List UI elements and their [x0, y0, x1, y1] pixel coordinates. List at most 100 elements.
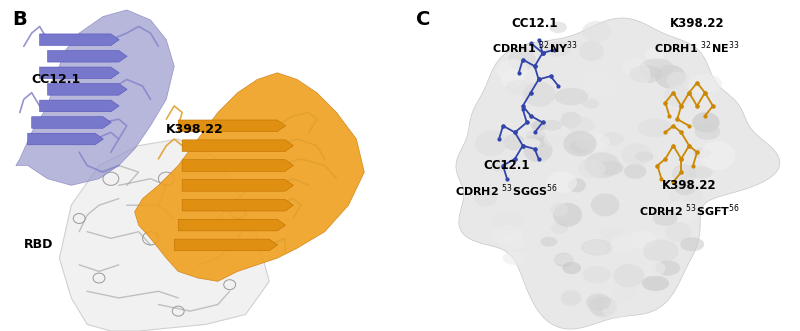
Ellipse shape	[508, 49, 536, 70]
Ellipse shape	[586, 294, 611, 310]
Ellipse shape	[554, 254, 574, 265]
Ellipse shape	[523, 82, 555, 107]
Polygon shape	[182, 179, 294, 191]
Polygon shape	[178, 120, 286, 131]
Polygon shape	[16, 10, 174, 185]
Polygon shape	[40, 100, 119, 112]
Polygon shape	[182, 199, 294, 211]
Ellipse shape	[616, 61, 650, 89]
Text: C: C	[416, 10, 430, 29]
Ellipse shape	[553, 203, 582, 227]
Ellipse shape	[601, 132, 624, 146]
Ellipse shape	[598, 161, 623, 175]
Text: CC12.1: CC12.1	[32, 73, 81, 86]
Ellipse shape	[582, 21, 611, 42]
Ellipse shape	[579, 41, 604, 61]
Ellipse shape	[498, 234, 525, 250]
Text: B: B	[12, 10, 26, 29]
Text: CDRH2 $^{53}$SGFT$^{56}$: CDRH2 $^{53}$SGFT$^{56}$	[638, 202, 740, 218]
Ellipse shape	[474, 189, 497, 207]
Ellipse shape	[642, 275, 669, 291]
Ellipse shape	[574, 133, 610, 151]
Ellipse shape	[664, 84, 691, 107]
Ellipse shape	[550, 22, 567, 33]
Ellipse shape	[613, 285, 637, 301]
Ellipse shape	[584, 152, 620, 178]
Ellipse shape	[666, 72, 690, 89]
Polygon shape	[47, 51, 127, 62]
Text: CC12.1: CC12.1	[484, 159, 530, 172]
Polygon shape	[40, 67, 119, 78]
Polygon shape	[456, 18, 780, 329]
Ellipse shape	[688, 166, 713, 179]
Ellipse shape	[550, 203, 569, 216]
Polygon shape	[182, 160, 294, 171]
Ellipse shape	[653, 210, 678, 226]
Ellipse shape	[541, 237, 558, 247]
Ellipse shape	[551, 222, 568, 234]
Polygon shape	[28, 133, 103, 145]
Ellipse shape	[523, 138, 553, 162]
Ellipse shape	[545, 41, 570, 57]
Ellipse shape	[655, 65, 686, 89]
Ellipse shape	[643, 239, 678, 263]
Ellipse shape	[692, 112, 720, 133]
Ellipse shape	[554, 88, 588, 105]
Ellipse shape	[639, 58, 674, 78]
Ellipse shape	[622, 60, 652, 75]
Ellipse shape	[610, 235, 636, 254]
Polygon shape	[182, 140, 294, 151]
Ellipse shape	[544, 134, 565, 147]
Ellipse shape	[582, 71, 616, 97]
Ellipse shape	[622, 143, 652, 166]
Polygon shape	[32, 117, 111, 128]
Ellipse shape	[546, 172, 577, 193]
Ellipse shape	[591, 193, 619, 216]
Text: CDRH1 $^{32}$NY$^{33}$: CDRH1 $^{32}$NY$^{33}$	[492, 40, 578, 56]
Ellipse shape	[583, 266, 610, 283]
Text: K398.22: K398.22	[166, 122, 224, 136]
Ellipse shape	[666, 222, 691, 242]
Ellipse shape	[490, 225, 522, 243]
Text: CDRH1 $^{32}$NE$^{33}$: CDRH1 $^{32}$NE$^{33}$	[654, 40, 740, 56]
Text: K398.22: K398.22	[662, 179, 717, 192]
Ellipse shape	[694, 123, 720, 140]
Polygon shape	[40, 34, 119, 45]
Ellipse shape	[643, 260, 666, 276]
Ellipse shape	[589, 297, 617, 316]
Text: RBD: RBD	[24, 238, 53, 252]
Ellipse shape	[667, 200, 697, 224]
Ellipse shape	[561, 112, 582, 128]
Ellipse shape	[602, 300, 630, 319]
Ellipse shape	[582, 99, 599, 109]
Ellipse shape	[674, 180, 696, 195]
Text: CC12.1: CC12.1	[511, 17, 558, 29]
Text: K398.22: K398.22	[670, 17, 724, 29]
Ellipse shape	[650, 262, 670, 275]
Ellipse shape	[475, 130, 507, 157]
Ellipse shape	[584, 241, 607, 254]
Ellipse shape	[503, 134, 526, 150]
Ellipse shape	[600, 227, 622, 240]
Ellipse shape	[541, 120, 562, 131]
Ellipse shape	[638, 119, 672, 137]
Ellipse shape	[563, 131, 597, 156]
Ellipse shape	[570, 140, 592, 154]
Ellipse shape	[630, 65, 662, 83]
Ellipse shape	[655, 260, 680, 276]
Ellipse shape	[566, 117, 594, 133]
Ellipse shape	[578, 160, 606, 178]
Polygon shape	[134, 73, 364, 281]
Ellipse shape	[700, 141, 735, 170]
Ellipse shape	[554, 253, 574, 267]
Ellipse shape	[602, 88, 622, 99]
Ellipse shape	[630, 230, 657, 248]
Polygon shape	[174, 239, 278, 251]
Ellipse shape	[526, 130, 546, 141]
Ellipse shape	[645, 48, 663, 62]
Ellipse shape	[688, 74, 722, 93]
Polygon shape	[59, 139, 270, 331]
Ellipse shape	[635, 152, 654, 162]
Ellipse shape	[581, 239, 614, 256]
Polygon shape	[178, 219, 286, 231]
